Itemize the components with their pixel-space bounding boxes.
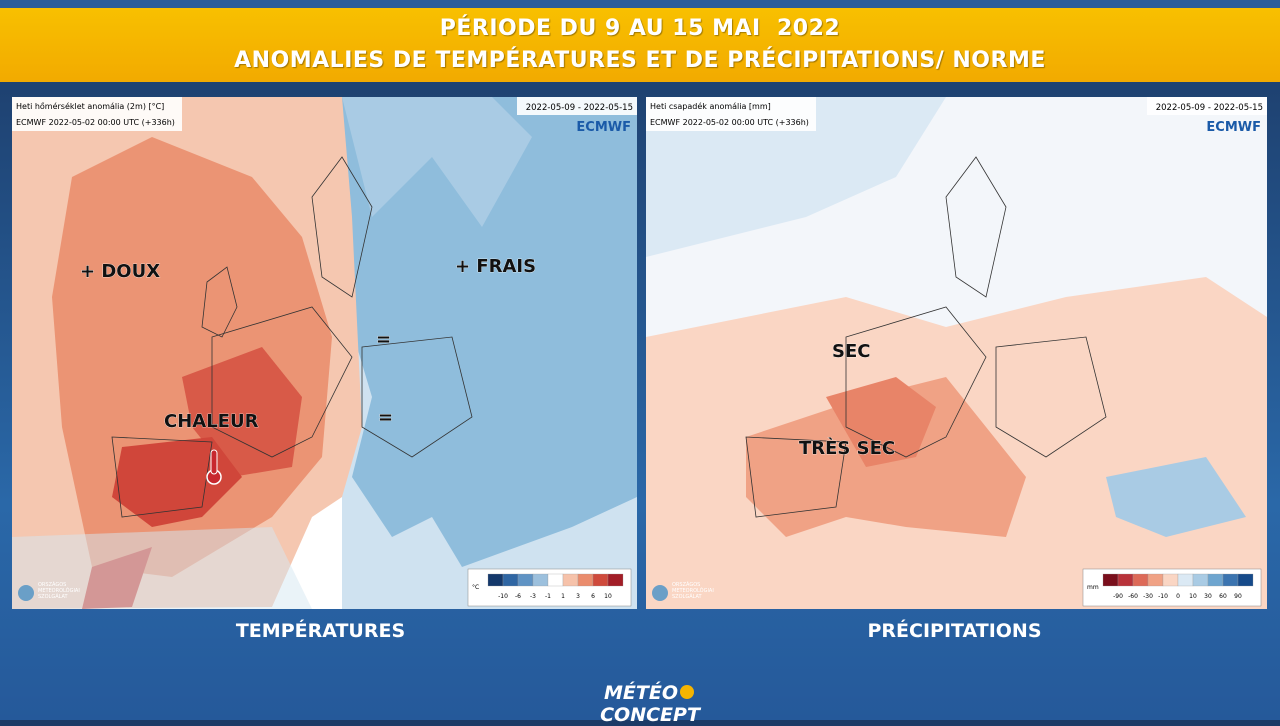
- header-line1: PÉRIODE DU 9 AU 15 MAI 2022: [439, 16, 841, 41]
- map-label: =: [378, 407, 393, 428]
- map-period: 2022-05-09 - 2022-05-15: [1156, 103, 1263, 113]
- legend-tick: 10: [604, 593, 612, 600]
- legend-tick: 10: [1189, 593, 1197, 600]
- agency-name: ORSZÁGOS: [672, 581, 700, 588]
- legend-unit: °C: [472, 584, 479, 591]
- info-box: [646, 97, 816, 131]
- info-box: [12, 97, 182, 131]
- agency-name: SZOLGÁLAT: [672, 593, 703, 600]
- map-label: TRÈS SEC: [799, 437, 895, 459]
- legend-tick: -90: [1113, 593, 1123, 600]
- period-box: [1147, 97, 1267, 115]
- map-run: ECMWF 2022-05-02 00:00 UTC (+336h): [650, 118, 809, 127]
- legend-tick: 6: [591, 593, 595, 600]
- legend-swatch: [1237, 573, 1254, 587]
- legend-swatch: [1147, 573, 1164, 587]
- legend-swatch: [562, 573, 579, 587]
- legend-tick: -3: [530, 593, 536, 600]
- legend-tick: 3: [576, 593, 580, 600]
- agency-name: METEOROLÓGIAI: [672, 587, 714, 594]
- legend-tick: -6: [515, 593, 521, 600]
- agency-name: ORSZÁGOS: [38, 581, 66, 588]
- legend-swatch: [547, 573, 564, 587]
- legend-tick: 90: [1234, 593, 1242, 600]
- legend-tick: 0: [1176, 593, 1180, 600]
- brand: ECMWF: [576, 120, 631, 135]
- agency-name: METEOROLÓGIAI: [38, 587, 80, 594]
- map-title: Heti hőmérséklet anomália (2m) [°C]: [16, 101, 164, 111]
- map-label: =: [376, 329, 391, 350]
- map-label: + DOUX: [80, 261, 160, 282]
- legend-tick: 30: [1204, 593, 1212, 600]
- legend-swatch: [1162, 573, 1179, 587]
- map-panel: . Heti hőmérséklet anomália (2m) [°C]ECM…: [12, 97, 637, 609]
- footer-logo: MÉTÉOCONCEPT: [560, 682, 740, 726]
- map-run: ECMWF 2022-05-02 00:00 UTC (+336h): [16, 118, 175, 127]
- legend-swatch: [1207, 573, 1224, 587]
- top-strip: [0, 0, 1280, 8]
- legend-swatch: [592, 573, 609, 587]
- period-box: [517, 97, 637, 115]
- legend-tick: 60: [1219, 593, 1227, 600]
- header: PÉRIODE DU 9 AU 15 MAI 2022 ANOMALIES DE…: [0, 8, 1280, 82]
- legend-tick: -10: [498, 593, 508, 600]
- legend-swatch: [517, 573, 534, 587]
- legend-tick: -10: [1158, 593, 1168, 600]
- legend-swatch: [1102, 573, 1119, 587]
- legend-swatch: [1132, 573, 1149, 587]
- thermometer-icon: [210, 449, 218, 475]
- legend-swatch: [607, 573, 624, 587]
- caption: TEMPÉRATURES: [235, 620, 406, 642]
- legend-swatch: [1177, 573, 1194, 587]
- legend-swatch: [532, 573, 549, 587]
- legend-swatch: [1117, 573, 1134, 587]
- agency-logo: [652, 585, 668, 601]
- caption: PRÉCIPITATIONS: [867, 620, 1042, 642]
- logo-text: MÉTÉO: [604, 682, 678, 704]
- map-period: 2022-05-09 - 2022-05-15: [526, 103, 633, 113]
- legend-tick: -30: [1143, 593, 1153, 600]
- legend-tick: -60: [1128, 593, 1138, 600]
- brand: ECMWF: [1206, 120, 1261, 135]
- legend-tick: -1: [545, 593, 551, 600]
- map-panel: Heti csapadék anomália [mm] ECMWF 2022-05…: [646, 97, 1267, 609]
- legend-swatch: [487, 573, 504, 587]
- legend-unit: mm: [1087, 584, 1099, 591]
- agency-logo: [18, 585, 34, 601]
- agency-name: SZOLGÁLAT: [38, 593, 69, 600]
- legend-swatch: [577, 573, 594, 587]
- map-label: + FRAIS: [455, 256, 536, 277]
- header-line2: ANOMALIES DE TEMPÉRATURES ET DE PRÉCIPIT…: [234, 48, 1046, 73]
- logo-sun: [679, 685, 694, 699]
- legend-swatch: [1192, 573, 1209, 587]
- map-title: Heti csapadék anomália [mm]: [650, 101, 771, 111]
- map-label: CHALEUR: [164, 411, 259, 432]
- legend-swatch: [1222, 573, 1239, 587]
- legend-swatch: [502, 573, 519, 587]
- legend-tick: 1: [561, 593, 565, 600]
- logo-text: CONCEPT: [600, 704, 700, 726]
- map-label: SEC: [832, 341, 870, 362]
